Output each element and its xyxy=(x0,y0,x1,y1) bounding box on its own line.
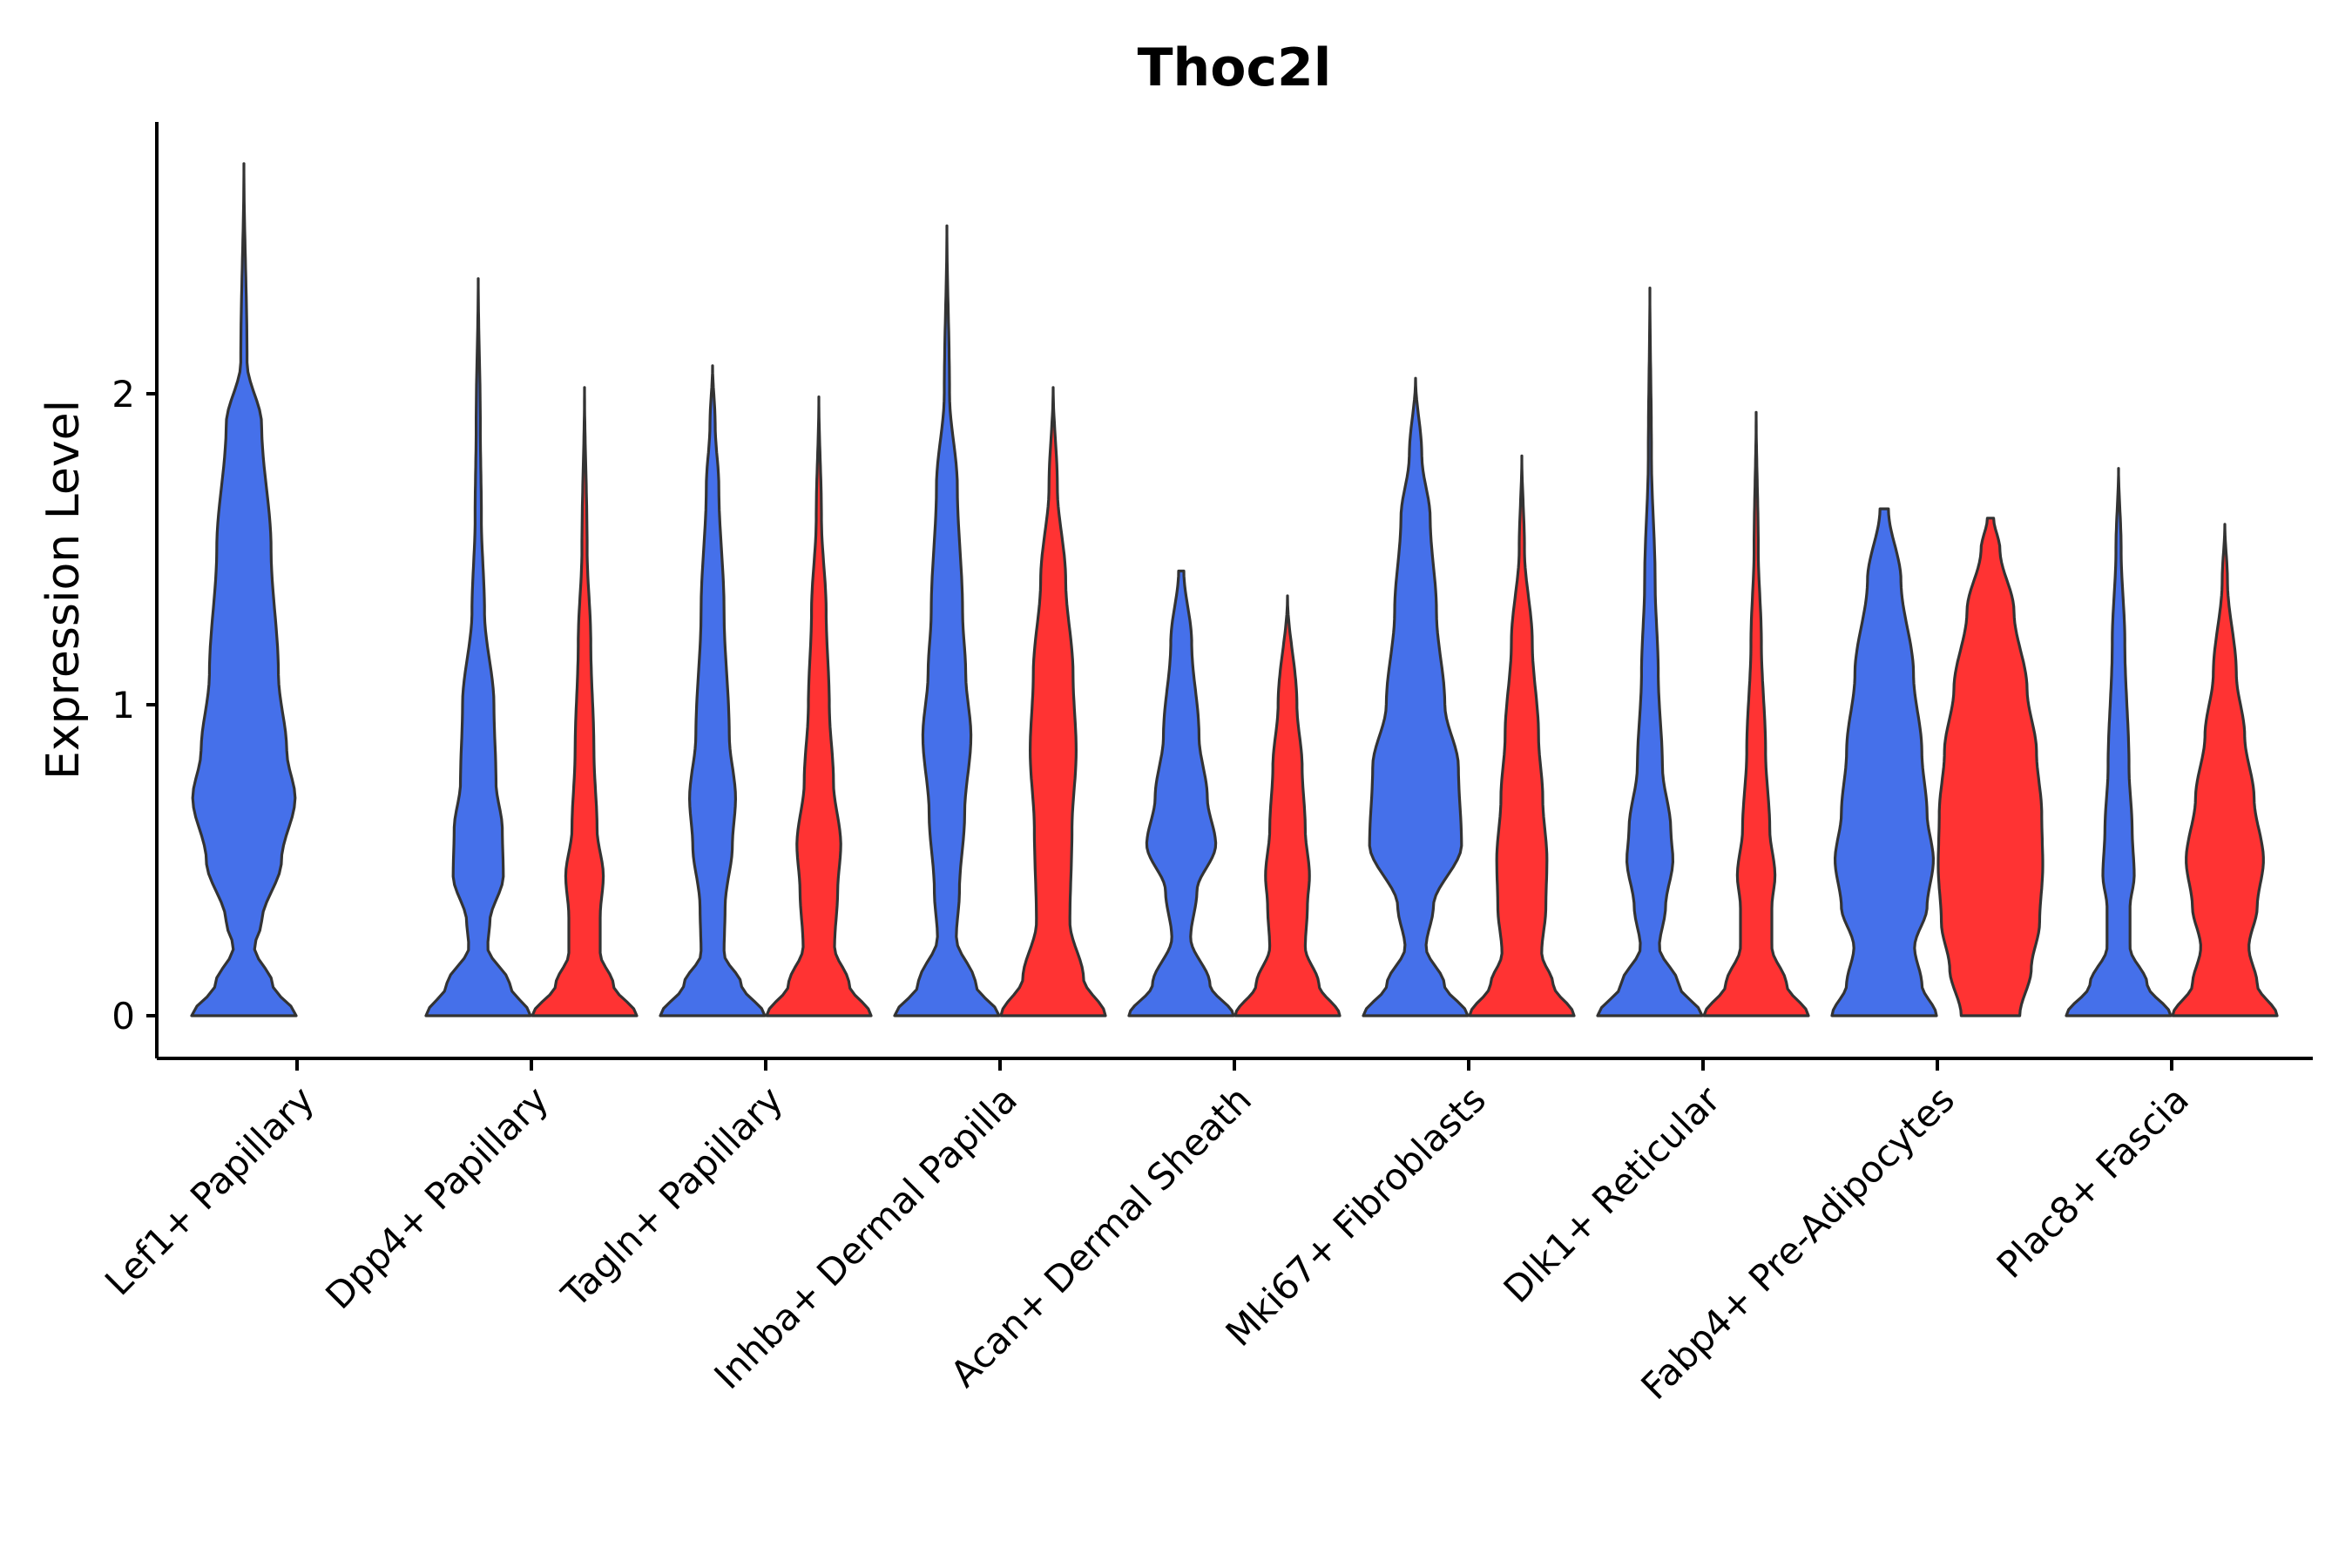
y-axis: 0 1 2 xyxy=(112,373,157,1037)
violin-group2 xyxy=(999,386,1107,1017)
violin-group1 xyxy=(190,162,298,1017)
violin-group1 xyxy=(424,277,532,1017)
x-tick-label: Tagln+ Papillary xyxy=(553,1078,791,1315)
x-tick-label: Plac8+ Fascia xyxy=(1989,1078,2197,1286)
y-tick-label: 0 xyxy=(112,995,135,1037)
x-tick-label: Dpp4+ Papillary xyxy=(317,1078,557,1317)
violin-group2 xyxy=(1468,454,1576,1017)
violin-group2 xyxy=(2171,523,2279,1017)
violin-group2 xyxy=(1936,517,2044,1017)
violin-group2 xyxy=(1702,410,1810,1017)
chart-title: Thoc2l xyxy=(1138,37,1332,98)
x-tick-label: Dlk1+ Reticular xyxy=(1496,1078,1729,1311)
violin-group1 xyxy=(1830,507,1938,1017)
violin-group2 xyxy=(531,386,639,1017)
violin-group1 xyxy=(1596,287,1704,1017)
y-axis-title: Expression Level xyxy=(37,400,90,780)
violin-group1 xyxy=(893,224,1001,1017)
y-tick-label: 2 xyxy=(112,373,135,416)
violin-group1 xyxy=(1362,376,1470,1017)
violin-group2 xyxy=(1233,594,1342,1017)
violin-group1 xyxy=(2065,467,2173,1017)
y-tick-label: 1 xyxy=(112,684,135,727)
violins-layer xyxy=(190,162,2279,1017)
violin-group1 xyxy=(659,364,767,1017)
violin-group1 xyxy=(1127,569,1235,1017)
x-tick-label: Mki67+ Fibroblasts xyxy=(1218,1078,1494,1354)
x-tick-label: Lef1+ Papillary xyxy=(97,1078,322,1303)
violin-group2 xyxy=(765,395,873,1017)
